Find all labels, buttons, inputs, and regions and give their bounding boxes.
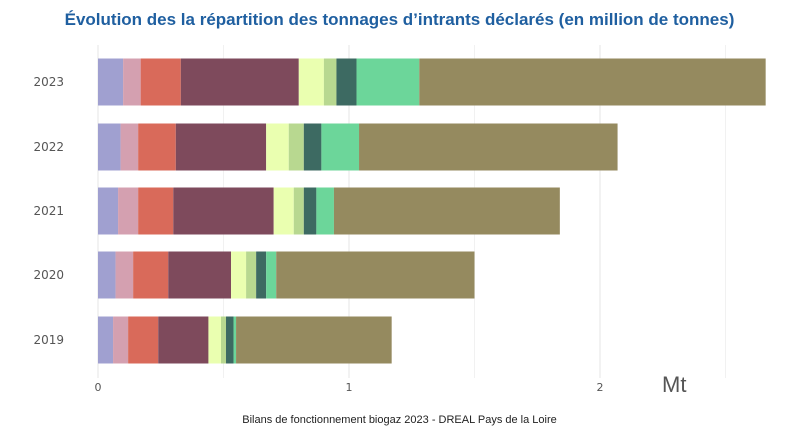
y-tick-label: 2020 xyxy=(33,268,64,282)
bar-segment-2020-1 xyxy=(98,251,116,299)
bar-segment-2019-7 xyxy=(226,316,234,364)
y-tick-label: 2019 xyxy=(33,333,64,347)
bar-segment-2019-9 xyxy=(236,316,392,364)
bar-segment-2020-5 xyxy=(231,251,247,299)
bar-segment-2020-2 xyxy=(115,251,134,299)
bar-segment-2023-4 xyxy=(180,58,299,106)
bar-segment-2019-2 xyxy=(113,316,129,364)
bar-segment-2021-4 xyxy=(173,187,274,235)
bar-segment-2019-5 xyxy=(208,316,221,364)
bar-segment-2023-6 xyxy=(323,58,337,106)
bar-segment-2022-5 xyxy=(266,123,289,171)
bar-segment-2020-7 xyxy=(256,251,267,299)
bar-segment-2021-8 xyxy=(316,187,334,235)
bar-segment-2021-6 xyxy=(293,187,304,235)
bar-segment-2021-9 xyxy=(333,187,560,235)
bar-segment-2019-6 xyxy=(220,316,227,364)
bar-segment-2020-3 xyxy=(133,251,169,299)
unit-label: Mt xyxy=(662,372,687,397)
bar-segment-2023-8 xyxy=(356,58,420,106)
bars xyxy=(98,58,766,364)
bar-segment-2019-1 xyxy=(98,316,114,364)
bar-segment-2023-2 xyxy=(123,58,141,106)
bar-segment-2020-6 xyxy=(246,251,257,299)
bar-segment-2021-5 xyxy=(273,187,294,235)
y-tick-label: 2023 xyxy=(33,75,64,89)
bar-segment-2019-4 xyxy=(158,316,209,364)
axis-labels: 2023 2022 2021 2020 2019 0 1 2 xyxy=(33,75,603,394)
bar-segment-2022-4 xyxy=(175,123,267,171)
chart-title: Évolution des la répartition des tonnage… xyxy=(64,10,735,29)
bar-segment-2023-7 xyxy=(336,58,357,106)
bar-segment-2023-9 xyxy=(419,58,766,106)
bar-segment-2022-8 xyxy=(321,123,360,171)
bar-segment-2022-6 xyxy=(288,123,304,171)
bar-segment-2022-1 xyxy=(98,123,121,171)
bar-segment-2022-7 xyxy=(303,123,322,171)
bar-segment-2021-3 xyxy=(138,187,174,235)
bar-segment-2022-9 xyxy=(359,123,618,171)
bar-segment-2021-1 xyxy=(98,187,119,235)
bar-segment-2022-2 xyxy=(120,123,139,171)
source-note: Bilans de fonctionnement biogaz 2023 - D… xyxy=(242,414,557,426)
bar-segment-2023-3 xyxy=(140,58,181,106)
bar-segment-2023-5 xyxy=(298,58,324,106)
bar-segment-2020-4 xyxy=(168,251,232,299)
y-tick-label: 2021 xyxy=(33,204,64,218)
bar-segment-2023-1 xyxy=(98,58,124,106)
bar-segment-2022-3 xyxy=(138,123,176,171)
x-tick-label: 1 xyxy=(346,381,353,394)
bar-segment-2019-8 xyxy=(233,316,237,364)
bar-segment-2021-7 xyxy=(303,187,317,235)
bar-segment-2021-2 xyxy=(118,187,139,235)
y-tick-label: 2022 xyxy=(33,140,64,154)
x-tick-label: 2 xyxy=(597,381,604,394)
bar-segment-2020-9 xyxy=(276,251,475,299)
bar-segment-2020-8 xyxy=(266,251,277,299)
bar-segment-2019-3 xyxy=(128,316,159,364)
x-tick-label: 0 xyxy=(95,381,102,394)
